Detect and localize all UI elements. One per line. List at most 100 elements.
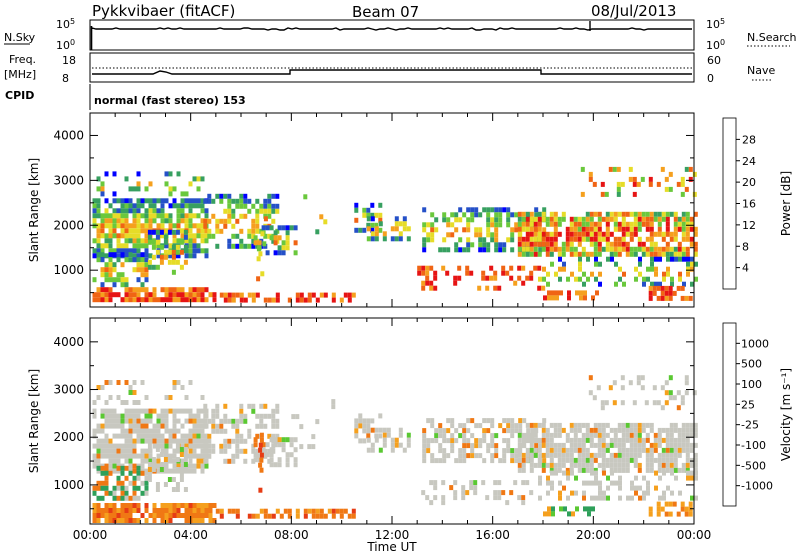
power-cell xyxy=(625,221,630,227)
power-cell xyxy=(517,226,522,232)
velocity-cell xyxy=(521,457,526,463)
velocity-colorbar-label: -100 xyxy=(741,439,766,452)
velocity-cell xyxy=(100,385,105,390)
velocity-cell xyxy=(136,453,141,459)
velocity-cell xyxy=(625,422,630,428)
velocity-cell xyxy=(188,448,193,454)
velocity-cell xyxy=(645,452,650,458)
velocity-cell xyxy=(192,513,197,518)
power-cell xyxy=(192,203,197,209)
velocity-cell xyxy=(593,457,598,463)
power-cell xyxy=(204,233,209,239)
velocity-cell xyxy=(160,408,165,414)
power-cell xyxy=(430,237,435,243)
velocity-cell xyxy=(493,490,498,496)
velocity-cell xyxy=(629,457,634,463)
power-cell xyxy=(417,265,422,271)
velocity-cell xyxy=(684,390,689,396)
velocity-cell xyxy=(108,453,113,459)
power-cell xyxy=(676,181,681,187)
velocity-cell xyxy=(657,442,662,448)
velocity-cell xyxy=(621,457,626,463)
power-cell xyxy=(661,211,666,217)
power-cell xyxy=(136,292,141,298)
velocity-cell xyxy=(239,408,244,414)
velocity-cell xyxy=(136,465,141,471)
velocity-cell xyxy=(136,495,141,501)
velocity-cell xyxy=(689,462,694,468)
velocity-cell xyxy=(196,418,201,424)
velocity-cell xyxy=(567,511,571,517)
velocity-cell xyxy=(164,408,169,414)
velocity-cell xyxy=(525,457,530,463)
power-cell xyxy=(152,198,157,204)
power-cell xyxy=(235,218,240,224)
velocity-cell xyxy=(545,447,550,453)
velocity-cell xyxy=(549,452,554,458)
velocity-cell xyxy=(339,508,344,514)
velocity-cell xyxy=(160,448,165,454)
power-cell xyxy=(136,186,141,192)
power-cell xyxy=(315,229,320,235)
power-cell xyxy=(223,218,228,224)
velocity-cell xyxy=(577,437,582,443)
power-cell xyxy=(144,218,149,224)
cpid-label: CPID xyxy=(5,89,34,102)
power-cell xyxy=(188,248,193,254)
time-axis-title: Time UT xyxy=(366,540,417,554)
power-cell xyxy=(148,223,153,229)
power-cell xyxy=(293,225,298,231)
power-cell xyxy=(653,251,658,257)
velocity-cell xyxy=(678,490,682,496)
velocity-cell xyxy=(593,467,598,473)
velocity-cell xyxy=(285,452,290,458)
power-cell xyxy=(585,221,590,227)
power-cell xyxy=(669,251,674,257)
power-cell xyxy=(128,198,133,204)
velocity-cell xyxy=(92,490,97,496)
velocity-cell xyxy=(144,485,149,491)
velocity-cell xyxy=(617,467,622,473)
velocity-cell xyxy=(287,513,292,519)
velocity-cell xyxy=(192,413,197,419)
power-cell xyxy=(510,247,515,253)
power-cell xyxy=(155,239,160,245)
power-cell xyxy=(497,285,502,291)
power-cell xyxy=(593,226,598,232)
power-cell xyxy=(426,237,431,243)
velocity-cell xyxy=(112,503,117,508)
power-cell xyxy=(116,218,121,224)
velocity-cell xyxy=(132,408,137,414)
power-cell xyxy=(506,217,511,223)
velocity-cell xyxy=(265,442,270,448)
velocity-cell xyxy=(211,443,216,449)
power-cell xyxy=(120,282,125,288)
velocity-cell xyxy=(200,503,205,508)
power-cell xyxy=(152,208,157,214)
power-cell xyxy=(441,265,446,271)
power-cell xyxy=(124,243,129,249)
power-cell xyxy=(269,235,274,241)
velocity-cell xyxy=(180,408,185,414)
power-cell xyxy=(263,208,268,214)
velocity-cell xyxy=(104,513,109,518)
velocity-cell xyxy=(517,467,522,473)
power-cell xyxy=(529,221,534,227)
power-cell xyxy=(239,203,244,209)
power-cell xyxy=(200,238,205,244)
velocity-cell xyxy=(553,422,558,428)
power-cell xyxy=(529,246,534,252)
velocity-cell xyxy=(156,463,161,469)
power-cell xyxy=(219,218,224,224)
velocity-cell xyxy=(331,404,336,410)
power-cell xyxy=(573,216,578,222)
velocity-cell xyxy=(689,447,694,453)
power-cell xyxy=(164,228,169,234)
velocity-cell xyxy=(136,503,141,508)
velocity-cell xyxy=(521,442,526,448)
power-cell xyxy=(136,297,141,303)
velocity-cell xyxy=(362,438,367,444)
velocity-cell xyxy=(211,408,216,414)
power-cell xyxy=(104,297,109,303)
power-cell xyxy=(677,221,682,227)
